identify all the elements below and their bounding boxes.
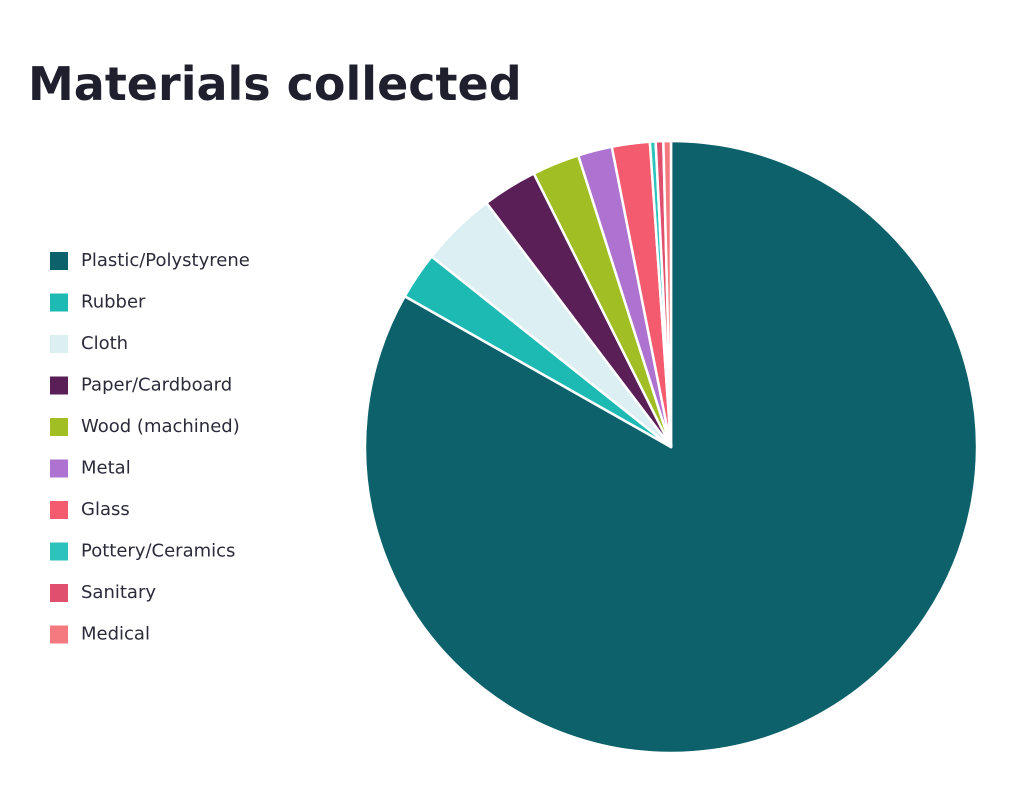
legend-swatch xyxy=(50,625,68,644)
legend-swatch xyxy=(50,584,68,602)
legend-swatch xyxy=(50,418,68,436)
legend-swatch xyxy=(50,293,68,312)
legend-swatch xyxy=(50,542,68,561)
pie xyxy=(363,139,979,755)
legend-label: Metal xyxy=(81,458,131,479)
legend-label: Sanitary xyxy=(81,582,156,603)
legend: Plastic/Polystyrene Rubber Cloth Paper/Card… xyxy=(50,250,250,645)
legend-label: Paper/Cardboard xyxy=(81,375,232,396)
legend-swatch xyxy=(50,335,68,353)
legend-swatch xyxy=(50,459,68,478)
legend-label: Rubber xyxy=(81,292,146,313)
legend-swatch xyxy=(50,501,68,519)
legend-label: Cloth xyxy=(81,333,128,354)
legend-label: Pottery/Ceramics xyxy=(81,541,235,562)
legend-swatch xyxy=(50,252,68,270)
legend-label: Glass xyxy=(81,499,130,520)
legend-label: Medical xyxy=(81,624,150,645)
pie-slice xyxy=(662,139,673,449)
chart-title: Materials collected xyxy=(28,57,522,111)
legend-swatch xyxy=(50,376,68,395)
legend-label: Wood (machined) xyxy=(81,416,240,437)
legend-label: Plastic/Polystyrene xyxy=(81,250,250,271)
